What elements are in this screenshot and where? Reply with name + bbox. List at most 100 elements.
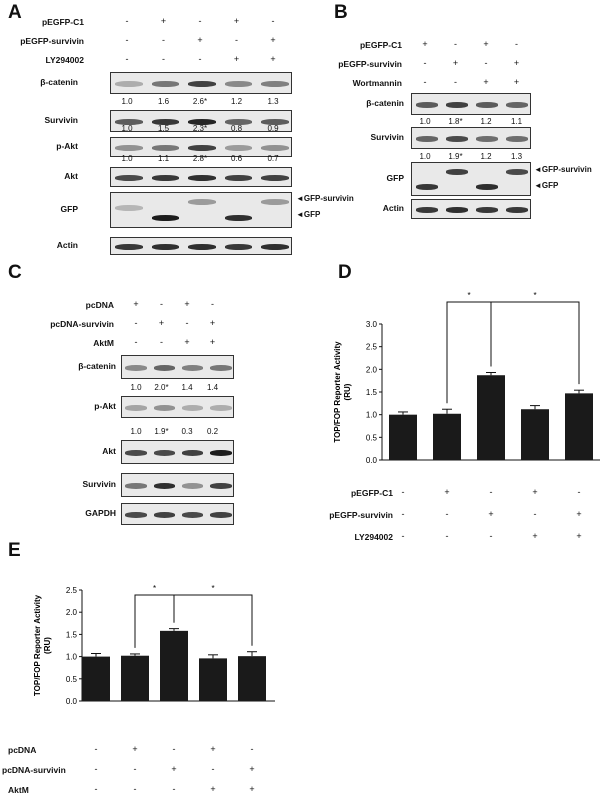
blot-band — [151, 244, 180, 250]
condition-sign: + — [488, 509, 494, 519]
densitometry-value: 1.3 — [267, 97, 279, 106]
densitometry-value: 1.2 — [480, 152, 492, 161]
densitometry-value: 1.0 — [121, 154, 133, 163]
blot-band — [181, 405, 204, 411]
blot-band — [181, 365, 204, 371]
blot-band — [475, 207, 499, 213]
blot-band — [505, 207, 529, 213]
blot-survivin — [110, 110, 292, 132]
blot-band — [115, 175, 144, 181]
blot-band — [125, 450, 147, 456]
blot-akt — [110, 167, 292, 187]
condition-sign: - — [401, 509, 405, 519]
blot-row-label: β-catenin — [366, 98, 404, 108]
blot-row-label: Akt — [64, 171, 78, 181]
blot-band — [151, 145, 180, 151]
blot-row-label: Actin — [382, 203, 404, 213]
blot-gfp — [110, 192, 292, 228]
blot-band — [153, 365, 176, 371]
condition-sign: + — [184, 337, 190, 347]
condition-sign: + — [233, 16, 240, 26]
densitometry-value: 1.0 — [419, 117, 431, 126]
y-tick-label: 2.5 — [366, 343, 378, 352]
blot-band — [115, 205, 144, 211]
blot-band — [115, 81, 144, 87]
condition-sign: + — [483, 77, 489, 87]
blot-band — [505, 136, 529, 142]
densitometry-value: 1.4 — [206, 383, 219, 392]
densitometry-value: 0.2 — [206, 427, 219, 436]
condition-sign: + — [158, 318, 165, 328]
significance-star: * — [533, 291, 536, 300]
blot-band — [153, 483, 176, 489]
blot-row-label: GAPDH — [85, 508, 116, 518]
densitometry-value: 1.9* — [154, 427, 169, 436]
panel-label-d: D — [338, 262, 352, 283]
y-tick-label: 1.0 — [366, 411, 378, 420]
condition-sign: - — [125, 16, 129, 26]
chart-e: 0.0 0.5 1.0 1.5 2.0 2.5 TOP/FOP Reporter Activ… — [33, 584, 275, 706]
condition-sign: - — [172, 744, 176, 754]
condition-sign: - — [198, 54, 202, 64]
densitometry-value: 1.5 — [157, 124, 170, 133]
blot-band — [188, 119, 216, 125]
bar — [199, 658, 227, 701]
densitometry-value: 0.6 — [230, 154, 243, 163]
blot-row-label: Survivin — [370, 132, 404, 142]
blot-band — [151, 215, 180, 221]
condition-label: pEGFP-survivin — [20, 36, 84, 46]
condition-sign: + — [171, 764, 177, 774]
panel-label-c: C — [8, 262, 22, 283]
y-tick-label: 1.5 — [366, 388, 378, 397]
condition-sign: - — [134, 337, 138, 347]
blot--catenin — [411, 93, 531, 115]
blot-band — [210, 365, 232, 371]
blot-gapdh — [121, 503, 234, 525]
blot-row-label: GFP — [60, 204, 78, 214]
y-tick-label: 1.5 — [66, 630, 78, 639]
condition-sign: - — [533, 509, 537, 519]
blot-band — [445, 169, 469, 175]
condition-sign: - — [160, 299, 163, 309]
significance-star: * — [153, 584, 156, 593]
condition-label: pEGFP-survivin — [338, 59, 402, 69]
condition-sign: + — [233, 54, 240, 64]
blot-band — [505, 169, 529, 175]
condition-label: pcDNA — [85, 300, 114, 310]
bar — [565, 393, 593, 460]
bar — [389, 414, 417, 460]
condition-sign: - — [401, 487, 405, 497]
condition-sign: + — [197, 35, 203, 45]
y-axis-label-line1: TOP/FOP Reporter Activity — [333, 341, 342, 443]
condition-sign: + — [422, 39, 428, 49]
densitometry-value: 1.0 — [121, 124, 133, 133]
condition-sign: - — [515, 39, 518, 49]
densitometry-value: 1.1 — [157, 154, 170, 163]
y-tick-label: 0.5 — [366, 433, 378, 442]
blot-band — [224, 145, 253, 151]
bar — [477, 375, 505, 460]
condition-label: pEGFP-survivin — [329, 510, 393, 520]
blot-row-label: p-Akt — [94, 401, 116, 411]
blot-band — [115, 145, 144, 151]
bar — [521, 409, 549, 460]
blot-band — [445, 136, 469, 142]
y-axis-label: TOP/FOP Reporter Activity (RU) — [33, 594, 52, 696]
densitometry-value: 1.0 — [130, 427, 142, 436]
condition-sign: + — [513, 77, 520, 87]
condition-sign: + — [270, 35, 276, 45]
y-tick-label: 0.0 — [366, 456, 378, 465]
y-tick-label: 1.0 — [66, 653, 78, 662]
densitometry-value: 1.4 — [181, 383, 193, 392]
densitometry-value: 0.8 — [230, 124, 243, 133]
blot-row-label: Akt — [102, 446, 116, 456]
blot-band — [181, 450, 204, 456]
y-tick-label: 0.0 — [66, 697, 78, 706]
condition-label: pEGFP-C1 — [350, 488, 393, 498]
blot-band — [181, 512, 204, 518]
condition-label: LY294002 — [354, 532, 393, 542]
blot-band — [125, 405, 147, 411]
blot-band — [224, 119, 253, 125]
blot-band — [224, 244, 253, 250]
densitometry-value: 2.8* — [192, 154, 208, 163]
